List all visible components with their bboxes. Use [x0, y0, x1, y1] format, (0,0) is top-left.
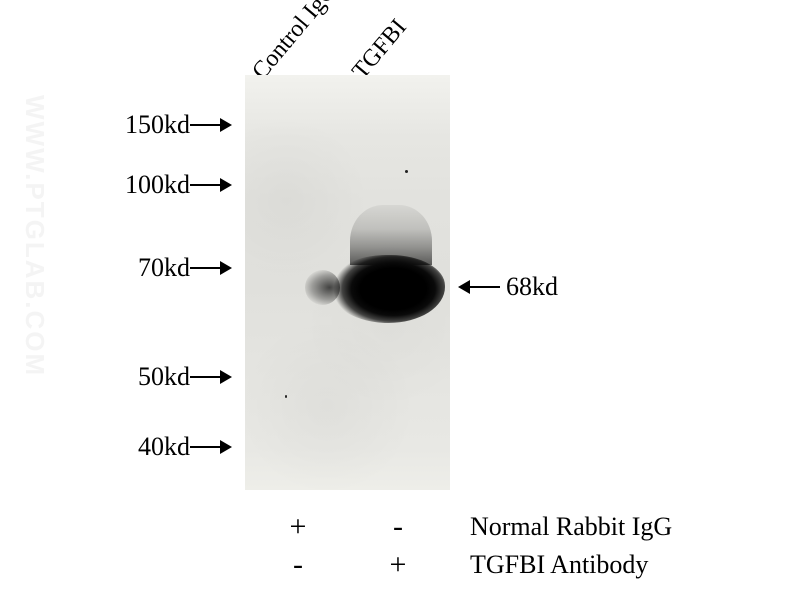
- speck: [405, 170, 408, 173]
- mw-marker-label: 100kd: [100, 170, 190, 200]
- blot-area: [245, 75, 450, 490]
- arrow-right-icon: [190, 446, 230, 448]
- mw-marker-row: 40kd: [100, 432, 230, 462]
- condition-label: TGFBI Antibody: [470, 550, 648, 580]
- mw-marker-label: 40kd: [100, 432, 190, 462]
- arrow-right-icon: [190, 124, 230, 126]
- mw-marker-row: 100kd: [100, 170, 230, 200]
- condition-label: Normal Rabbit IgG: [470, 512, 672, 542]
- arrow-left-icon: [460, 286, 500, 288]
- arrow-right-icon: [190, 184, 230, 186]
- minus-sign: -: [383, 510, 413, 544]
- band-label-row: 68kd: [460, 272, 558, 302]
- arrow-right-icon: [190, 267, 230, 269]
- lane-label-control: Control IgG: [247, 0, 343, 85]
- watermark-text: WWW.PTGLAB.COM: [19, 95, 50, 377]
- plus-sign: +: [283, 510, 313, 544]
- band-label-text: 68kd: [506, 272, 558, 302]
- arrow-right-icon: [190, 376, 230, 378]
- plus-sign: +: [383, 548, 413, 582]
- mw-marker-row: 150kd: [100, 110, 230, 140]
- mw-marker-label: 50kd: [100, 362, 190, 392]
- mw-marker-label: 70kd: [100, 253, 190, 283]
- figure-container: WWW.PTGLAB.COM Control IgG TGFBI 150kd10…: [0, 0, 800, 600]
- mw-marker-label: 150kd: [100, 110, 190, 140]
- band-left-tail: [305, 270, 340, 305]
- mw-marker-row: 70kd: [100, 253, 230, 283]
- speck: [285, 395, 287, 398]
- mw-marker-row: 50kd: [100, 362, 230, 392]
- minus-sign: -: [283, 548, 313, 582]
- main-band: [330, 255, 445, 323]
